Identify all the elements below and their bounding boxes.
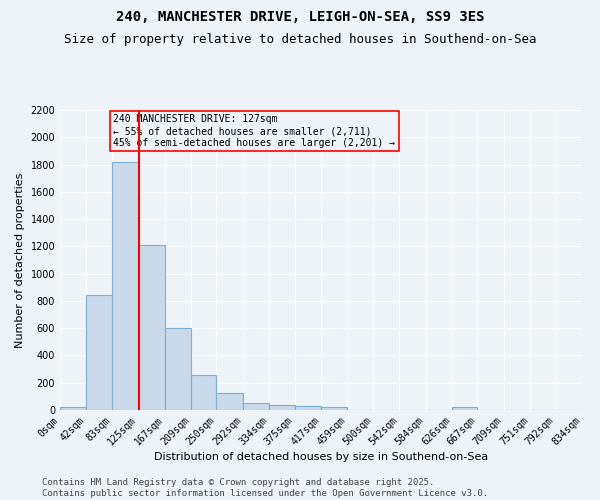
Bar bbox=[217, 393, 243, 410]
Text: Distribution of detached houses by size in Southend-on-Sea: Distribution of detached houses by size … bbox=[154, 452, 488, 462]
Bar bbox=[164, 328, 191, 410]
Text: 240 MANCHESTER DRIVE: 127sqm
← 55% of detached houses are smaller (2,711)
45% of: 240 MANCHESTER DRIVE: 127sqm ← 55% of de… bbox=[113, 114, 395, 148]
Text: Size of property relative to detached houses in Southend-on-Sea: Size of property relative to detached ho… bbox=[64, 32, 536, 46]
Bar bbox=[321, 408, 347, 410]
Text: 240, MANCHESTER DRIVE, LEIGH-ON-SEA, SS9 3ES: 240, MANCHESTER DRIVE, LEIGH-ON-SEA, SS9… bbox=[116, 10, 484, 24]
Bar bbox=[295, 406, 321, 410]
Bar bbox=[138, 245, 164, 410]
Bar bbox=[86, 295, 112, 410]
Bar bbox=[269, 404, 295, 410]
Bar bbox=[452, 406, 478, 410]
Bar bbox=[191, 374, 217, 410]
Bar bbox=[112, 162, 138, 410]
Bar bbox=[60, 406, 86, 410]
Text: Contains HM Land Registry data © Crown copyright and database right 2025.
Contai: Contains HM Land Registry data © Crown c… bbox=[42, 478, 488, 498]
Bar bbox=[243, 403, 269, 410]
Y-axis label: Number of detached properties: Number of detached properties bbox=[15, 172, 25, 348]
